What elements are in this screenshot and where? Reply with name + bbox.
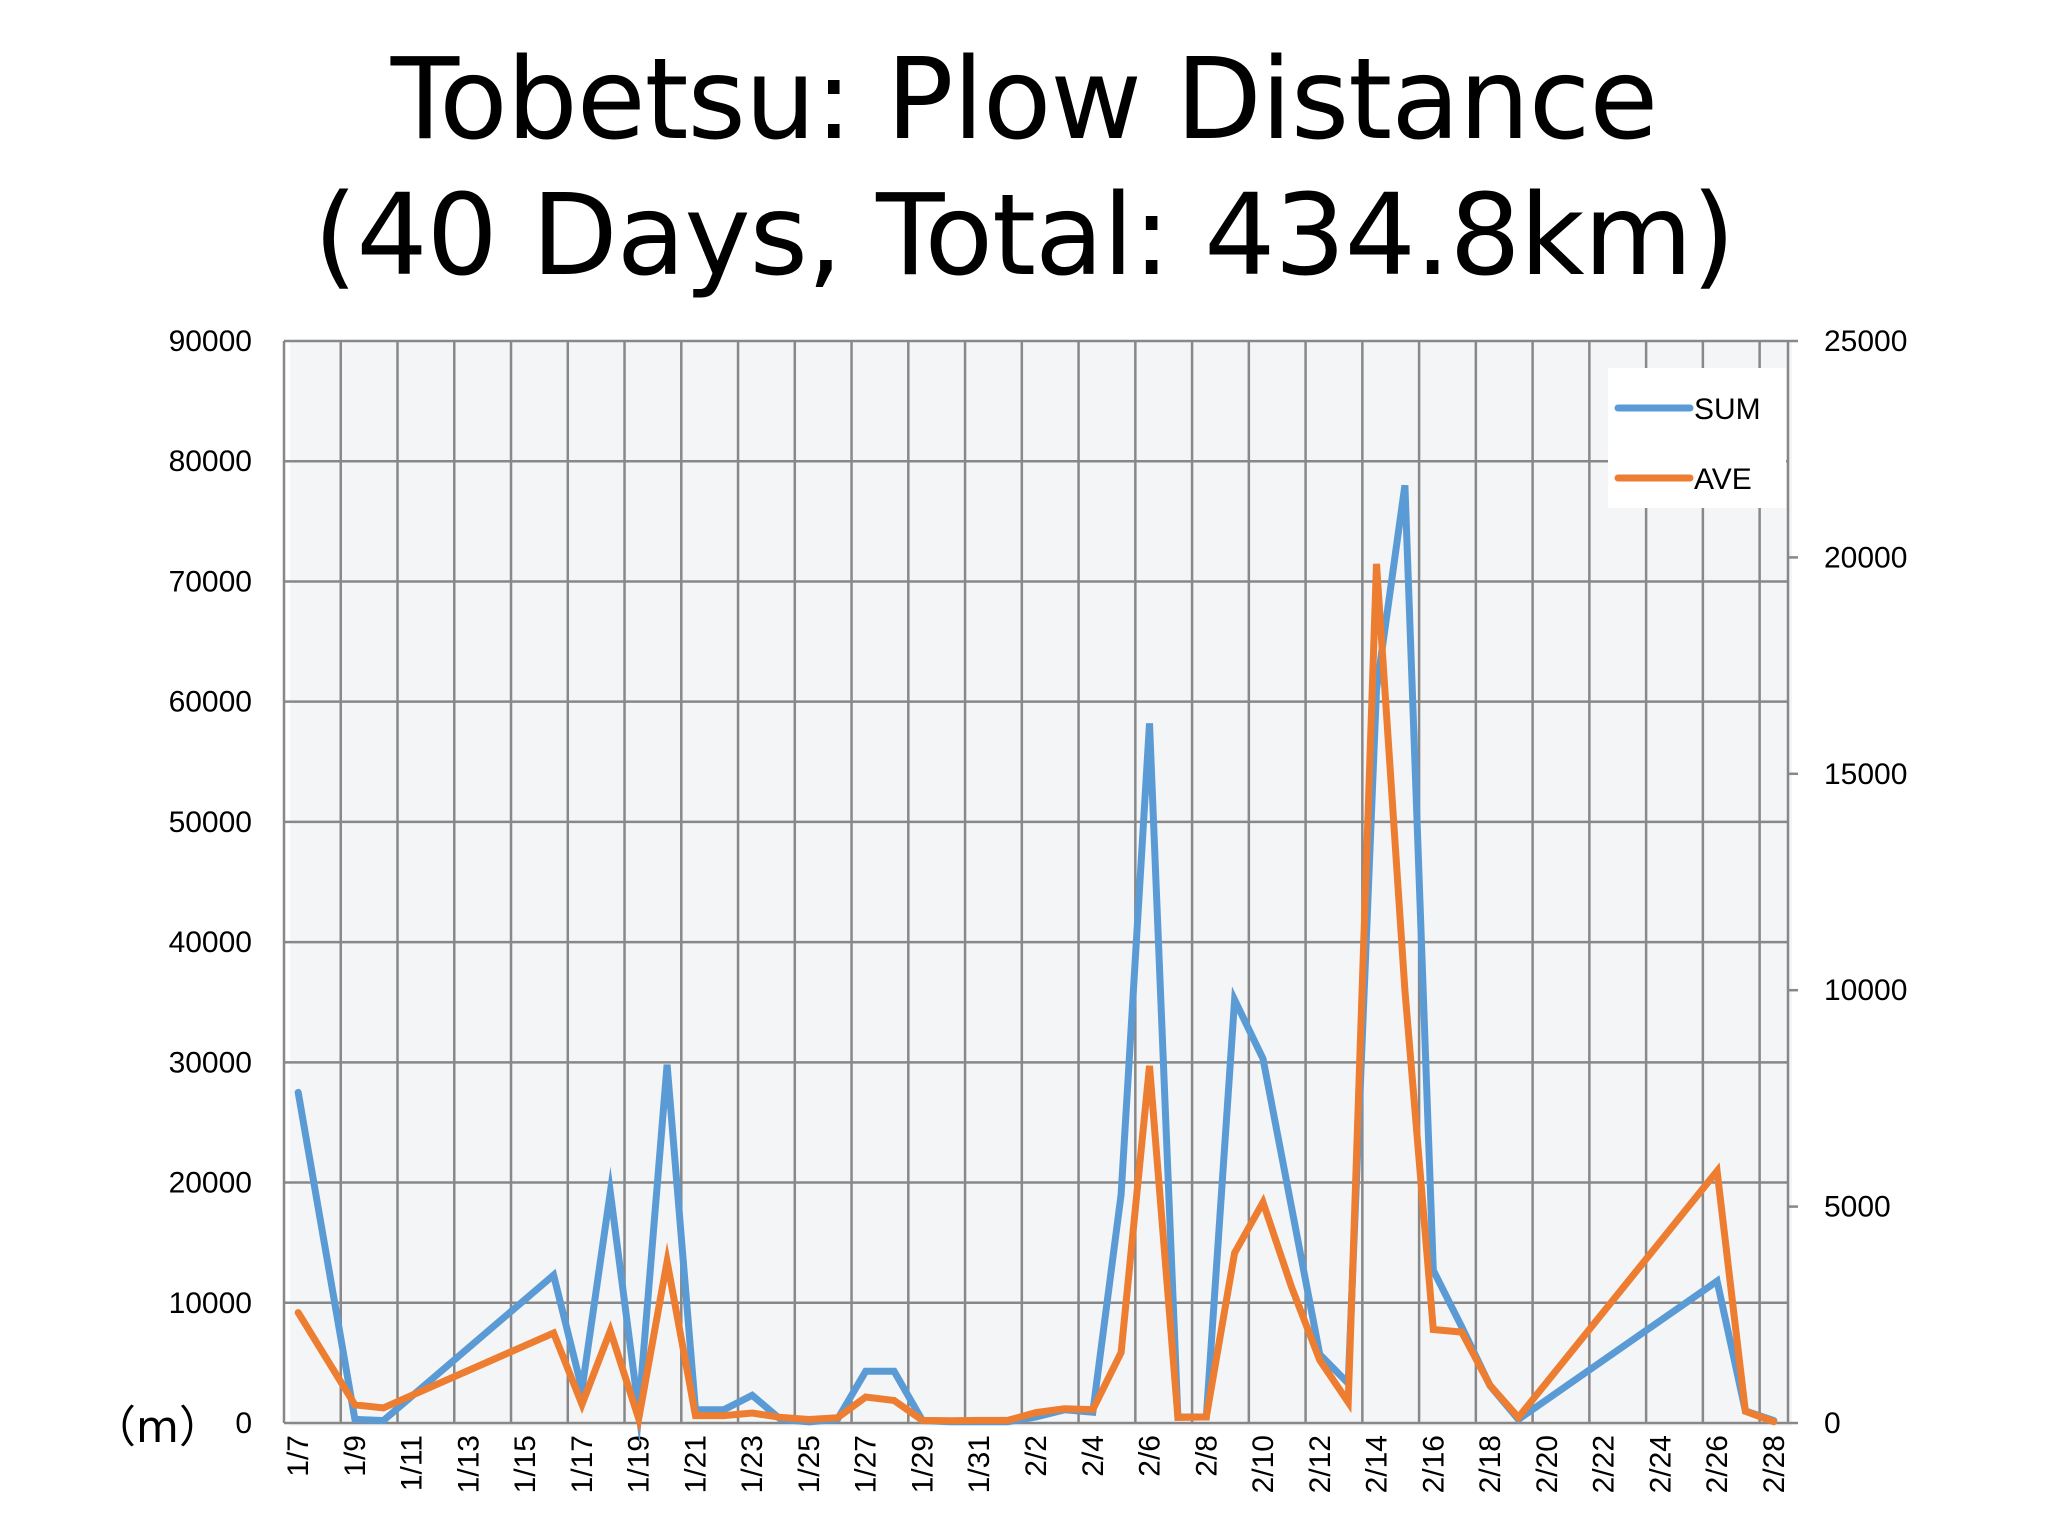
x-axis-tick-label: 1/15 [509,1435,542,1493]
x-axis-tick-label: 2/22 [1588,1435,1621,1493]
x-axis-tick-label: 2/10 [1247,1435,1280,1493]
x-axis-tick-label: 2/18 [1474,1435,1507,1493]
x-axis-tick-label: 2/12 [1304,1435,1337,1493]
x-axis-tick-label: 2/4 [1077,1435,1110,1477]
legend-box [1608,368,1786,508]
chart-subtitle: (40 Days, Total: 434.8km) [313,171,1736,301]
x-axis-tick-label: 1/7 [282,1435,315,1477]
left-axis-tick-label: 10000 [169,1287,252,1320]
legend: SUM AVE [1608,368,1786,508]
left-axis-tick-label: 20000 [169,1167,252,1200]
x-axis-tick-label: 2/6 [1134,1435,1167,1477]
legend-label-ave: AVE [1694,463,1752,496]
series-line-sum [294,484,1778,1445]
x-axis-tick-label: 2/14 [1361,1435,1394,1493]
x-axis-tick-label: 1/11 [396,1435,429,1491]
x-axis-tick-label: 1/17 [566,1435,599,1493]
x-axis-tick-label: 1/23 [736,1435,769,1493]
right-axis-tick-label: 0 [1824,1407,1841,1440]
left-axis-ticks: 0 10000 20000 30000 40000 50000 60000 70000 8000… [169,325,252,1440]
left-axis-tick-label: 30000 [169,1046,252,1079]
x-axis-tick-label: 2/2 [1020,1435,1053,1477]
x-axis-tick-label: 2/26 [1701,1435,1734,1493]
plot-area [290,340,1792,1426]
legend-label-sum: SUM [1694,393,1761,426]
right-axis-tick-label: 20000 [1824,541,1907,574]
left-axis-tick-label: 50000 [169,806,252,839]
x-axis-tick-label: 2/16 [1417,1435,1450,1493]
right-axis-ticks: 0 5000 10000 15000 20000 25000 [1824,325,1907,1440]
x-axis-tick-label: 1/21 [679,1435,712,1493]
right-axis-tick-label: 15000 [1824,758,1907,791]
x-axis-tick-label: 2/28 [1758,1435,1791,1493]
x-axis-tick-label: 1/9 [339,1435,372,1477]
x-axis-tick-label: 1/31 [963,1435,996,1493]
series-lines [294,484,1778,1445]
right-axis-tick-label: 5000 [1824,1191,1891,1224]
left-axis-tick-label: 0 [235,1407,252,1440]
left-axis-tick-label: 80000 [169,445,252,478]
x-axis-tick-label: 1/13 [452,1435,485,1493]
left-axis-tick-label: 70000 [169,565,252,598]
x-axis-tick-label: 1/29 [906,1435,939,1493]
series-line-ave [294,563,1778,1434]
x-axis-tick-label: 2/20 [1531,1435,1564,1493]
right-axis-tick-label: 25000 [1824,325,1907,358]
right-axis-tick-label: 10000 [1824,974,1907,1007]
x-axis-tick-label: 1/25 [793,1435,826,1493]
x-axis-tick-label: 1/27 [850,1435,883,1493]
left-axis-tick-label: 40000 [169,926,252,959]
x-axis-tick-label: 2/8 [1190,1435,1223,1477]
left-axis-tick-label: 90000 [169,325,252,358]
x-axis-ticks: 1/7 1/9 1/11 1/13 1/15 1/17 1/19 1/21 1/23 1/25 1/… [282,1435,1791,1493]
x-axis-tick-label: 1/19 [623,1435,656,1493]
left-axis-tick-label: 60000 [169,686,252,719]
y-unit-label: （m） [92,1402,223,1453]
chart-title: Tobetsu: Plow Distance [390,35,1659,165]
x-axis-tick-label: 2/24 [1644,1435,1677,1493]
